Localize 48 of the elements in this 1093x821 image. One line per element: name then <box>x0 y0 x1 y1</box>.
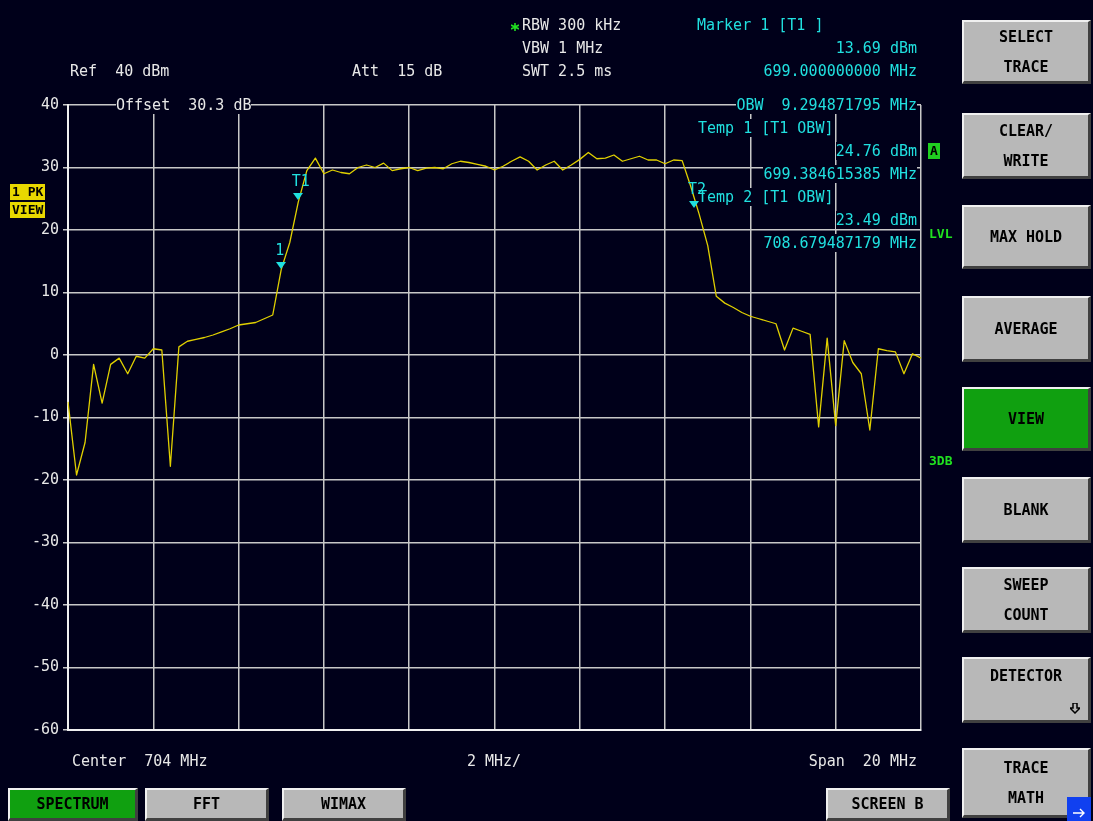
y-tick-label: 30 <box>40 157 59 176</box>
y-tick-label: 40 <box>40 94 59 113</box>
text: WIMAX <box>282 788 406 821</box>
y-tick-label: -60 <box>31 719 59 738</box>
y-tick-label: -50 <box>31 657 59 676</box>
annotation: 24.76 dBm <box>835 142 917 160</box>
text: FFT <box>145 788 269 821</box>
text: 13.69 dBm <box>835 39 917 57</box>
text: SPECTRUM <box>8 788 138 821</box>
text: 699.000000000 MHz <box>763 62 917 80</box>
text: 1 PK <box>10 184 46 200</box>
text: MAX HOLD <box>962 205 1091 269</box>
text: 2 MHz/ <box>466 752 522 770</box>
y-tick-label: 0 <box>49 344 59 363</box>
text: Span 20 MHz <box>808 752 917 770</box>
y-tick-label: -40 <box>31 594 59 613</box>
y-tick-label: 10 <box>40 282 59 301</box>
text: VIEW <box>962 387 1091 451</box>
y-tick-label: -30 <box>31 532 59 551</box>
y-tick-label: 20 <box>40 219 59 238</box>
annotation: Temp 1 [T1 OBW] <box>698 119 834 137</box>
text: Marker 1 [T1 ] <box>697 16 824 34</box>
text: Center 704 MHz <box>72 752 208 770</box>
text: SCREEN B <box>826 788 950 821</box>
text: 3DB <box>929 452 953 470</box>
y-tick-label: -10 <box>31 407 59 426</box>
text: Ref 40 dBm <box>70 62 170 80</box>
annotation: 23.49 dBm <box>835 211 917 229</box>
annotation: 699.384615385 MHz <box>763 165 917 183</box>
text: VBW 1 MHz <box>522 39 604 57</box>
annotation: 708.679487179 MHz <box>763 234 917 252</box>
text: SWEEP COUNT <box>962 567 1091 633</box>
annotation: Offset 30.3 dB <box>116 96 252 114</box>
text: SELECT TRACE <box>962 20 1091 84</box>
text: TRACE MATH <box>962 748 1091 818</box>
text: VIEW <box>10 202 46 218</box>
text: DETECTOR <box>962 657 1091 723</box>
text: AVERAGE <box>962 296 1091 362</box>
text: RBW 300 kHz <box>522 16 622 34</box>
text: A <box>928 143 940 159</box>
text: Att 15 dB <box>352 62 443 80</box>
text: SWT 2.5 ms <box>522 62 613 80</box>
text: CLEAR/ WRITE <box>962 113 1091 179</box>
annotation: OBW 9.294871795 MHz <box>736 96 917 114</box>
text: LVL <box>929 225 953 243</box>
text: BLANK <box>962 477 1091 543</box>
y-tick-label: -20 <box>31 469 59 488</box>
annotation: 1 <box>275 241 285 260</box>
